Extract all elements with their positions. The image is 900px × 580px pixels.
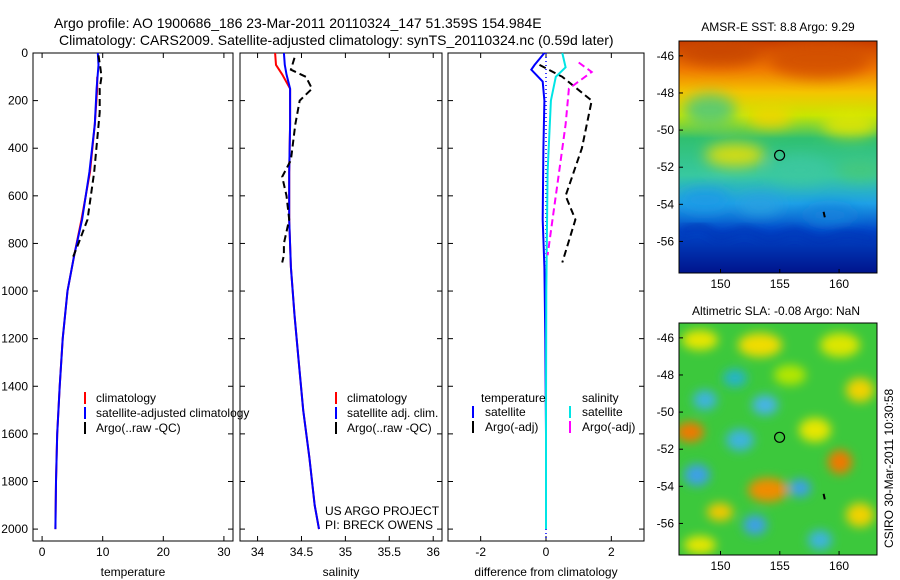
pi-annotation: US ARGO PROJECT bbox=[325, 504, 440, 518]
temperature-ytick-label: 1400 bbox=[1, 379, 28, 393]
sla_map-xtick-label: 160 bbox=[829, 559, 849, 573]
difference-series-s-satellite bbox=[545, 52, 567, 530]
salinity-legend-label: Argo(..raw -QC) bbox=[347, 421, 432, 435]
temperature-ytick-label: 1200 bbox=[1, 332, 28, 346]
diff-legend-label: Argo(-adj) bbox=[582, 420, 635, 434]
temperature-series-argo-raw-qc- bbox=[70, 55, 103, 261]
difference-series-t-argo bbox=[539, 64, 593, 263]
salinity-xtick-label: 36 bbox=[427, 545, 441, 559]
salinity-series-satellite-adj-clim- bbox=[282, 52, 320, 530]
diff-legend-label: satellite bbox=[582, 405, 623, 419]
sst-heatmap bbox=[679, 41, 877, 273]
diff-legend-label: Argo(-adj) bbox=[485, 420, 538, 434]
salinity-series-climatology bbox=[274, 52, 320, 530]
sla-heatmap bbox=[679, 323, 877, 555]
difference-xtick-label: 0 bbox=[543, 545, 550, 559]
temperature-axes-frame bbox=[32, 52, 234, 542]
temperature-ytick-label: 200 bbox=[8, 94, 28, 108]
sla_map-ytick-label: -54 bbox=[657, 479, 675, 493]
sla_map-xtick-label: 155 bbox=[770, 559, 790, 573]
temperature-xtick-label: 20 bbox=[157, 545, 171, 559]
sla-map-title: Altimetric SLA: -0.08 Argo: NaN bbox=[692, 304, 860, 318]
sst_map-ytick-label: -48 bbox=[657, 86, 675, 100]
sla_map-ytick-label: -46 bbox=[657, 331, 675, 345]
sla_map-ytick-label: -52 bbox=[657, 442, 675, 456]
sst_map-xtick-label: 150 bbox=[710, 277, 730, 291]
salinity-legend-label: climatology bbox=[347, 391, 407, 405]
temperature-xaxis-label: temperature bbox=[101, 565, 166, 579]
float-track-segment bbox=[822, 211, 826, 218]
temperature-legend-label: Argo(..raw -QC) bbox=[96, 421, 181, 435]
sla_map-ytick-label: -48 bbox=[657, 368, 675, 382]
salinity-xaxis-label: salinity bbox=[323, 565, 360, 579]
diff-legend-header-temperature: temperature bbox=[481, 391, 546, 405]
difference-xaxis-label: difference from climatology bbox=[474, 565, 617, 579]
temperature-ytick-label: 600 bbox=[8, 189, 28, 203]
pi-annotation: PI: BRECK OWENS bbox=[325, 518, 433, 532]
salinity-xtick-label: 35.5 bbox=[378, 545, 402, 559]
sla-map-axes: 150 155 160 -46 -48 -50 -52 -54 -56 bbox=[657, 322, 878, 573]
temperature-ytick-label: 2000 bbox=[1, 522, 28, 536]
difference-xtick-label: -2 bbox=[475, 545, 486, 559]
diff-legend-header-salinity: salinity bbox=[582, 391, 619, 405]
temperature-series-satellite-adjusted-climatology bbox=[54, 52, 100, 530]
sst_map-ytick-label: -54 bbox=[657, 197, 675, 211]
difference-profile-panel: -2 0 2 difference from climatology temperatu… bbox=[447, 52, 645, 579]
figure-title-line1: Argo profile: AO 1900686_186 23-Mar-2011… bbox=[54, 15, 542, 31]
temperature-legend-label: climatology bbox=[96, 391, 156, 405]
sst_map-frame bbox=[678, 40, 878, 274]
sla_map-ytick-label: -50 bbox=[657, 405, 675, 419]
salinity-xtick-label: 35 bbox=[339, 545, 353, 559]
temperature-ytick-label: 1800 bbox=[1, 474, 28, 488]
csiro-credit: CSIRO 30-Mar-2011 10:30:58 bbox=[882, 388, 896, 548]
temperature-legend-label: satellite-adjusted climatology bbox=[96, 406, 249, 420]
sst_map-ytick-label: -50 bbox=[657, 123, 675, 137]
sla_map-xtick-label: 150 bbox=[710, 559, 730, 573]
salinity-xtick-label: 34.5 bbox=[290, 545, 314, 559]
difference-xtick-label: 2 bbox=[608, 545, 615, 559]
difference-series-t-satellite bbox=[530, 52, 547, 530]
salinity-profile-panel: 34 34.5 35 35.5 36 salinity climatologysatelli… bbox=[239, 52, 443, 579]
sst-map-axes: 150 155 160 -46 -48 -50 -52 -54 -56 bbox=[657, 40, 878, 291]
difference-series-s-argo bbox=[546, 61, 594, 256]
sst_map-xtick-label: 160 bbox=[829, 277, 849, 291]
sla_map-ytick-label: -56 bbox=[657, 516, 675, 530]
sst-map-title: AMSR-E SST: 8.8 Argo: 9.29 bbox=[701, 20, 855, 34]
temperature-ytick-label: 1600 bbox=[1, 427, 28, 441]
sst_map-ytick-label: -52 bbox=[657, 160, 675, 174]
sla_map-frame bbox=[678, 322, 878, 556]
figure-title-line2: Climatology: CARS2009. Satellite-adjuste… bbox=[59, 32, 614, 48]
temperature-xtick-label: 0 bbox=[39, 545, 46, 559]
salinity-axes-frame bbox=[239, 52, 443, 542]
argo-float-location-marker bbox=[773, 431, 786, 443]
sst_map-ytick-label: -56 bbox=[657, 234, 675, 248]
salinity-legend-label: satellite adj. clim. bbox=[347, 406, 438, 420]
temperature-ytick-label: 400 bbox=[8, 141, 28, 155]
diff-legend-label: satellite bbox=[485, 405, 526, 419]
sst_map-ytick-label: -46 bbox=[657, 49, 675, 63]
salinity-xtick-label: 34 bbox=[251, 545, 265, 559]
temperature-ytick-label: 0 bbox=[21, 46, 28, 60]
float-track-segment bbox=[822, 493, 826, 500]
salinity-series-argo-raw-qc- bbox=[281, 57, 314, 263]
temperature-ytick-label: 1000 bbox=[1, 284, 28, 298]
sst_map-xtick-label: 155 bbox=[770, 277, 790, 291]
temperature-profile-panel: 0 10 20 30 0 200 400 600 800 1000 1200 1400 1600 1800… bbox=[1, 46, 249, 579]
temperature-xtick-label: 30 bbox=[217, 545, 231, 559]
argo-float-location-marker bbox=[773, 149, 786, 161]
temperature-xtick-label: 10 bbox=[96, 545, 110, 559]
temperature-ytick-label: 800 bbox=[8, 236, 28, 250]
temperature-series-climatology bbox=[54, 76, 99, 530]
